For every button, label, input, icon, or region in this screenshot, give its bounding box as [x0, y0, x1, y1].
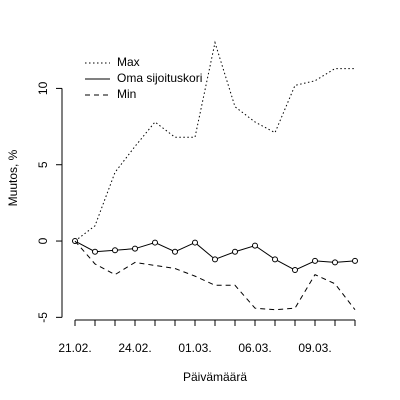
x-tick-label: 24.02.	[118, 341, 151, 355]
series-marker	[192, 239, 198, 246]
x-tick-label: 09.03.	[298, 341, 331, 355]
y-tick-label: 0	[36, 237, 50, 244]
y-axis-title: Muutos, %	[6, 149, 20, 206]
series-marker	[212, 256, 218, 263]
series-marker	[272, 256, 278, 263]
x-axis-title: Päivämäärä	[183, 370, 247, 384]
series-marker	[332, 259, 338, 266]
series-marker	[292, 267, 298, 274]
series-line	[74, 240, 356, 271]
series-marker	[112, 247, 118, 254]
y-tick-label: 10	[36, 81, 50, 95]
series-line	[74, 40, 355, 242]
series-marker	[312, 257, 318, 264]
legend-label: Min	[117, 87, 136, 101]
series-marker	[252, 242, 258, 249]
series-marker	[92, 248, 98, 255]
legend-label: Max	[117, 55, 140, 69]
x-tick-label: 06.03.	[238, 341, 271, 355]
series-marker	[172, 248, 178, 255]
y-tick-label: -5	[36, 312, 50, 323]
x-tick-label: 21.02.	[58, 341, 91, 355]
legend-label: Oma sijoituskori	[117, 71, 202, 85]
series-marker	[132, 245, 138, 252]
series-marker	[232, 248, 238, 255]
series-marker	[352, 257, 358, 264]
series-marker	[152, 239, 158, 246]
y-tick-label: 5	[36, 161, 50, 168]
x-tick-label: 01.03.	[178, 341, 211, 355]
